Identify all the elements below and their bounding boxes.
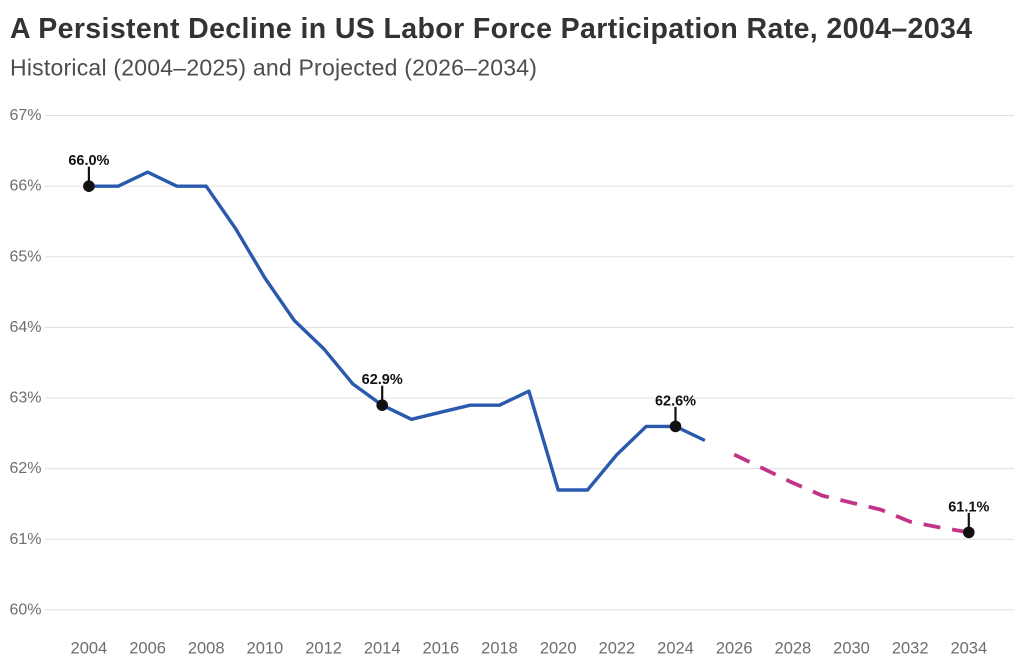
svg-text:61.1%: 61.1% <box>948 499 989 515</box>
svg-text:2012: 2012 <box>305 640 342 658</box>
svg-text:2008: 2008 <box>188 640 225 658</box>
svg-text:2030: 2030 <box>833 640 870 658</box>
svg-text:2006: 2006 <box>129 640 166 658</box>
svg-text:2010: 2010 <box>247 640 284 658</box>
svg-text:66%: 66% <box>9 178 41 195</box>
svg-text:2032: 2032 <box>892 640 929 658</box>
svg-text:2016: 2016 <box>423 640 460 658</box>
svg-text:2028: 2028 <box>775 640 812 658</box>
svg-text:2022: 2022 <box>599 640 636 658</box>
svg-text:66.0%: 66.0% <box>68 153 109 169</box>
svg-text:2014: 2014 <box>364 640 401 658</box>
svg-text:A Persistent Decline in US Lab: A Persistent Decline in US Labor Force P… <box>10 13 972 45</box>
svg-text:61%: 61% <box>9 531 41 548</box>
svg-text:2034: 2034 <box>950 640 987 658</box>
svg-text:2024: 2024 <box>657 640 694 658</box>
svg-text:2020: 2020 <box>540 640 577 658</box>
svg-text:63%: 63% <box>9 390 41 407</box>
svg-text:2004: 2004 <box>71 640 108 658</box>
svg-text:Historical (2004–2025) and Pro: Historical (2004–2025) and Projected (20… <box>10 55 537 81</box>
svg-text:60%: 60% <box>9 602 41 619</box>
svg-text:62.9%: 62.9% <box>362 372 403 388</box>
svg-text:67%: 67% <box>9 107 41 124</box>
svg-text:2026: 2026 <box>716 640 753 658</box>
svg-text:65%: 65% <box>9 248 41 265</box>
svg-text:64%: 64% <box>9 319 41 336</box>
svg-text:2018: 2018 <box>481 640 518 658</box>
svg-text:62%: 62% <box>9 460 41 477</box>
svg-text:62.6%: 62.6% <box>655 393 696 409</box>
